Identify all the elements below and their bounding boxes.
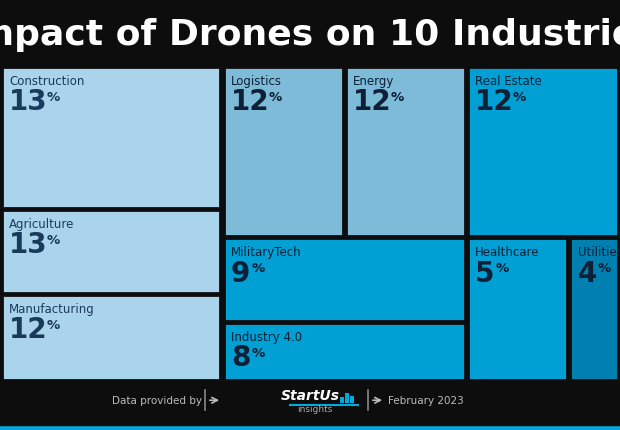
Text: %: % [496,261,509,274]
Bar [223,323,465,380]
Bar [223,68,342,237]
Text: 5: 5 [475,259,495,287]
Text: 13: 13 [9,230,48,258]
Bar [1,210,221,293]
Text: %: % [391,90,404,103]
Bar [467,68,618,237]
Text: 12: 12 [9,316,48,343]
Text: StartUs: StartUs [280,388,340,402]
Bar [223,239,465,322]
Bar [350,396,354,403]
Text: %: % [47,233,60,246]
Bar [570,239,619,380]
Text: Manufacturing: Manufacturing [9,302,95,315]
Text: MilitaryTech: MilitaryTech [231,246,301,258]
Text: 4: 4 [578,259,597,287]
Text: Logistics: Logistics [231,74,282,87]
Text: 8: 8 [231,344,250,372]
Text: %: % [269,90,282,103]
Bar [346,68,465,237]
Bar [340,397,343,403]
Text: Data provided by: Data provided by [112,395,202,405]
Text: %: % [252,261,265,274]
Text: Energy: Energy [353,74,394,87]
Bar [345,393,348,403]
Text: Impact of Drones on 10 Industries: Impact of Drones on 10 Industries [0,18,620,52]
Text: %: % [47,90,60,103]
Text: Construction: Construction [9,74,84,87]
Bar [1,295,221,380]
Text: Healthcare: Healthcare [475,246,540,258]
Text: %: % [252,346,265,359]
Text: %: % [47,318,60,331]
Text: 12: 12 [353,88,392,116]
Text: Agriculture: Agriculture [9,217,74,230]
Text: %: % [513,90,526,103]
Text: February 2023: February 2023 [388,395,464,405]
Text: %: % [598,261,611,274]
Bar [467,239,567,380]
Text: 9: 9 [231,259,250,287]
Text: 12: 12 [231,88,270,116]
Text: Real Estate: Real Estate [475,74,542,87]
Text: insights: insights [298,404,333,413]
Bar [1,68,221,209]
Text: Industry 4.0: Industry 4.0 [231,330,302,343]
Text: Utilities: Utilities [578,246,620,258]
Text: 12: 12 [475,88,514,116]
Text: 13: 13 [9,88,48,116]
